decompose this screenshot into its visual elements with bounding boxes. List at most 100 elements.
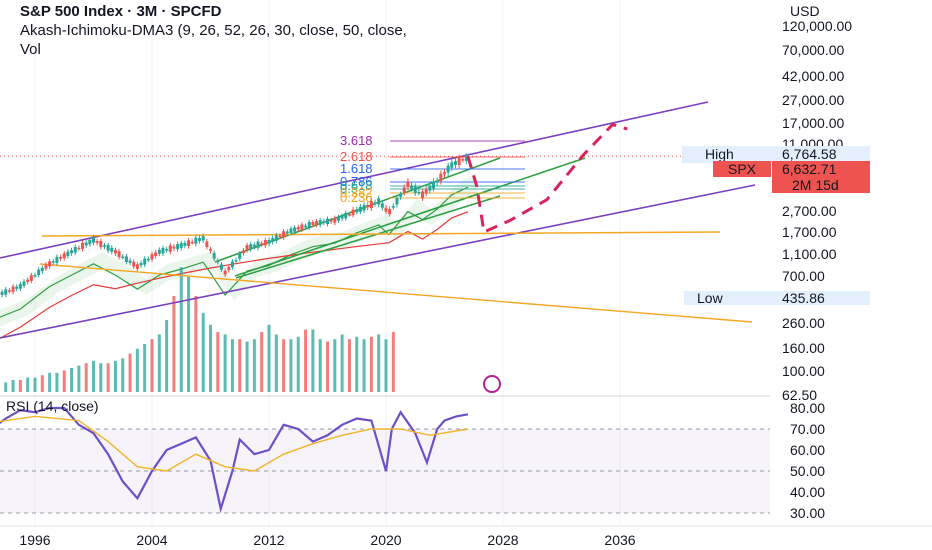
candle-body <box>194 237 198 244</box>
candle-body <box>336 216 340 221</box>
candle-body <box>223 270 227 275</box>
spx-tag <box>713 161 771 177</box>
candle-body <box>391 206 395 208</box>
candle-body <box>154 252 158 257</box>
candle-body <box>333 217 337 223</box>
candle-body <box>344 212 348 219</box>
candle-body <box>99 241 103 247</box>
candle-body <box>428 186 432 191</box>
candle-body <box>81 242 85 249</box>
volume-bar <box>216 332 220 392</box>
volume-bar <box>84 363 88 392</box>
candle-body <box>362 205 366 211</box>
candle-body <box>373 202 377 204</box>
volume-title[interactable]: Vol <box>20 41 41 58</box>
time-tick-label: 2036 <box>604 532 635 548</box>
projection-line <box>466 122 628 235</box>
candle-body <box>413 186 417 193</box>
candle-body <box>161 248 165 254</box>
volume-bar <box>230 339 234 392</box>
low-value-label: 435.86 <box>782 290 825 306</box>
volume-bar <box>33 377 37 392</box>
candle-body <box>48 261 52 267</box>
candle-body <box>450 162 454 168</box>
time-tick-label: 1996 <box>19 532 50 548</box>
chart-legend: S&P 500 Index · 3M · SPCFD Akash-Ichimok… <box>20 2 407 59</box>
volume-bar <box>48 372 52 392</box>
candle-body <box>70 250 74 254</box>
volume-bar <box>333 339 337 392</box>
fib-label: 0.382 <box>340 185 373 200</box>
rsi-ma-line <box>0 415 469 472</box>
high-tag <box>682 146 772 163</box>
candle-body <box>124 256 128 262</box>
rsi-tick-label: 80.00 <box>790 400 825 416</box>
volume-bar <box>326 341 329 392</box>
candle-body <box>439 173 443 182</box>
candle-body <box>212 252 216 259</box>
volume-bar <box>143 344 147 392</box>
volume-bar <box>62 370 66 392</box>
rsi-line <box>0 406 469 514</box>
candle-body <box>355 209 359 213</box>
projection-path <box>466 122 628 235</box>
candle-body <box>110 247 114 252</box>
candle-body <box>44 264 48 269</box>
candle-body <box>165 249 169 251</box>
candle-body <box>33 275 37 277</box>
price-tick-label: 17,000.00 <box>782 115 844 131</box>
fib-label: 3.618 <box>340 133 373 148</box>
candle-body <box>421 191 425 199</box>
candle-body <box>241 250 245 254</box>
candle-body <box>157 249 161 254</box>
candle-body <box>300 224 304 230</box>
volume-bar <box>106 363 110 392</box>
candle-body <box>461 159 465 161</box>
time-tick-label: 2004 <box>136 532 167 548</box>
low-value-box <box>772 291 870 305</box>
rsi-tick-label: 50.00 <box>790 463 825 479</box>
volume-bar <box>340 334 344 392</box>
candle-body <box>117 251 121 258</box>
fib-label: 0.618 <box>340 178 373 193</box>
price-tick-label: 260.00 <box>782 315 825 331</box>
candle-body <box>7 290 11 292</box>
candle-body <box>263 240 267 246</box>
volume-bar <box>201 312 205 392</box>
high-tag-label: High <box>705 146 734 162</box>
volume-bar <box>260 332 264 392</box>
candle-body <box>446 165 450 173</box>
candle-body <box>304 225 308 228</box>
candle-body <box>113 250 117 254</box>
indicator-title[interactable]: Akash-Ichimoku-DMA3 (9, 26, 52, 26, 30, … <box>20 22 407 39</box>
volume-bar <box>4 382 8 392</box>
candle-body <box>88 239 92 245</box>
symbol-title[interactable]: S&P 500 Index · 3M · SPCFD <box>20 3 222 20</box>
candle-body <box>249 244 253 250</box>
volume-bar <box>11 380 15 392</box>
currency-label[interactable]: USD <box>790 3 820 19</box>
price-tick-label: 70,000.00 <box>782 42 844 58</box>
candle-body <box>4 289 8 295</box>
candle-body <box>209 249 212 251</box>
volume-bar <box>113 360 117 392</box>
volume-bar <box>289 339 293 392</box>
volume-bar <box>135 348 139 392</box>
volume-bar <box>347 339 351 392</box>
candle-body <box>311 222 315 225</box>
candle-body <box>252 244 256 247</box>
candle-body <box>256 241 260 248</box>
candle-body <box>453 161 457 165</box>
volume-bar <box>121 358 125 392</box>
descending-support-line <box>39 263 753 323</box>
candle-body <box>234 260 238 262</box>
volume-bar <box>165 320 169 392</box>
candle-body <box>369 201 373 209</box>
candle-body <box>55 256 59 263</box>
fib-label: 0.786 <box>340 174 373 189</box>
rsi-tick-label: 70.00 <box>790 421 825 437</box>
candle-body <box>150 254 154 260</box>
volume-bar <box>267 324 271 392</box>
rsi-title[interactable]: RSI (14, close) <box>6 398 99 414</box>
spx-countdown-label: 2M 15d <box>792 177 839 193</box>
